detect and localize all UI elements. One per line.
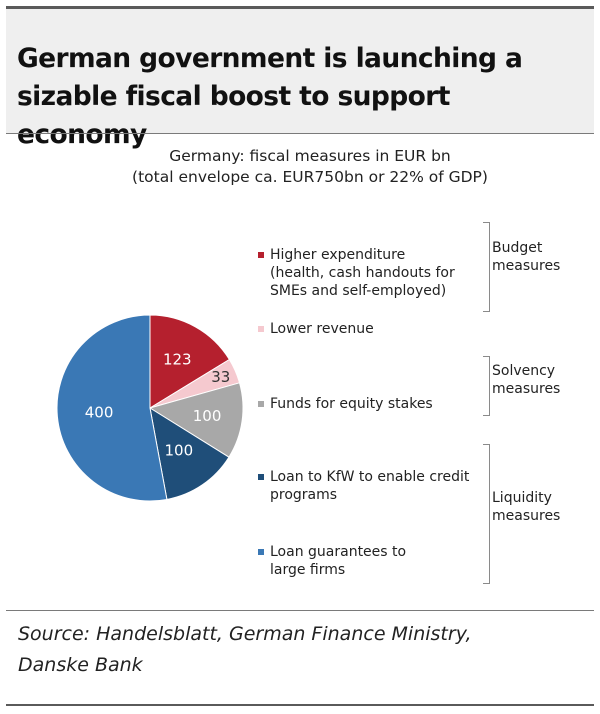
source-line-2: Danske Bank	[18, 654, 143, 676]
group-label-0: Budget measures	[492, 239, 582, 275]
pie-data-label-3: 100	[164, 441, 193, 459]
top-rule	[6, 6, 594, 9]
legend-swatch-0	[258, 252, 264, 258]
pie-data-label-0: 123	[163, 350, 192, 368]
legend-label-3-line-0: Loan to KfW to enable credit	[270, 469, 470, 485]
chart-title-block: Germany: fiscal measures in EUR bn (tota…	[100, 146, 520, 188]
legend-swatch-2	[258, 401, 264, 407]
bracket-budget	[483, 222, 490, 312]
legend-item-2: Funds for equity stakes	[258, 395, 493, 413]
header-band: German government is launching a sizable…	[6, 9, 594, 150]
figure-frame: German government is launching a sizable…	[6, 6, 594, 706]
pie-data-label-2: 100	[193, 407, 222, 425]
source-divider	[6, 610, 594, 611]
pie-slice-0	[149, 314, 231, 409]
legend-swatch-4	[258, 549, 264, 555]
source-line-1: Source: Handelsblatt, German Finance Min…	[18, 623, 472, 645]
legend-label-0-line-2: SMEs and self-employed)	[270, 283, 447, 299]
legend-swatch-1	[258, 326, 264, 332]
legend-item-1: Lower revenue	[258, 320, 493, 338]
legend-label-4-line-0: Loan guarantees to	[270, 544, 407, 560]
group-label-0-line-1: measures	[492, 258, 561, 274]
pie-data-label-1: 33	[211, 368, 230, 386]
legend-item-3: Loan to KfW to enable credit programs	[258, 468, 493, 504]
pie-slice-4	[56, 314, 168, 502]
group-label-1: Solvency measures	[492, 362, 582, 398]
group-label-1-line-0: Solvency	[492, 363, 556, 379]
legend-label-1-line-0: Lower revenue	[270, 321, 374, 337]
group-label-2-line-1: measures	[492, 508, 561, 524]
legend-label-2-line-0: Funds for equity stakes	[270, 396, 433, 412]
legend-item-0: Higher expenditure (health, cash handouts…	[258, 246, 493, 300]
pie-slice-2	[148, 382, 244, 458]
chart-subtitle: (total envelope ca. EUR750bn or 22% of G…	[132, 168, 488, 186]
group-label-0-line-0: Budget	[492, 240, 543, 256]
bracket-solvency	[483, 356, 490, 416]
pie-slice-3	[149, 406, 230, 501]
header-divider	[6, 133, 594, 134]
group-label-2: Liquidity measures	[492, 489, 582, 525]
chart-title: Germany: fiscal measures in EUR bn	[169, 147, 451, 165]
legend-swatch-3	[258, 474, 264, 480]
pie-data-label-4: 400	[85, 404, 114, 422]
group-label-2-line-0: Liquidity	[492, 490, 552, 506]
legend-item-4: Loan guarantees to large firms	[258, 543, 493, 579]
bottom-rule	[6, 704, 594, 706]
page-title: German government is launching a sizable…	[17, 43, 523, 150]
group-label-1-line-1: measures	[492, 381, 561, 397]
bracket-liquidity	[483, 444, 490, 584]
legend-label-0-line-1: (health, cash handouts for	[270, 265, 455, 281]
legend-label-3-line-1: programs	[270, 487, 338, 503]
source-note: Source: Handelsblatt, German Finance Min…	[18, 619, 578, 681]
legend-label-4-line-1: large firms	[270, 562, 346, 578]
legend-label-0-line-0: Higher expenditure	[270, 247, 406, 263]
